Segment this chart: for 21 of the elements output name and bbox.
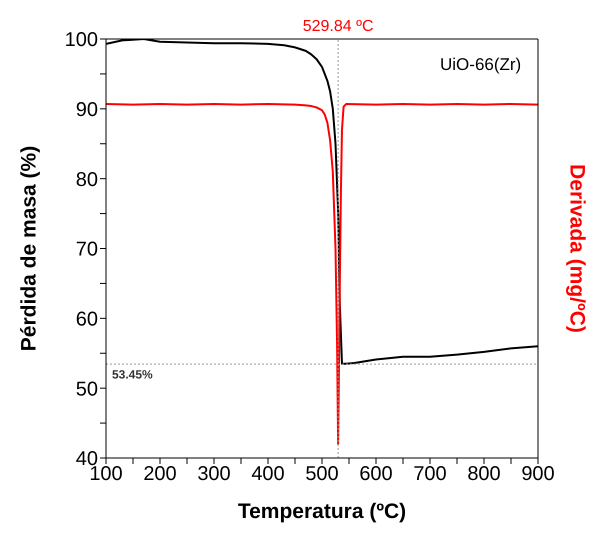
x-tick-label: 500 xyxy=(305,463,339,486)
x-tick-label: 800 xyxy=(467,463,501,486)
y-axis-title: Pérdida de masa (%) xyxy=(17,146,40,352)
x-tick-label: 900 xyxy=(521,463,555,486)
y-tick-label: 50 xyxy=(76,378,98,400)
y-tick-label: 100 xyxy=(64,29,98,52)
x-tick-label: 700 xyxy=(413,463,447,486)
x-tick-label: 600 xyxy=(359,463,393,486)
y2-axis-title: Derivada (mg/ºC) xyxy=(566,164,589,333)
x-axis-title: Temperatura (ºC) xyxy=(238,500,406,523)
annotation: UiO-66(Zr) xyxy=(440,55,522,75)
x-tick-label: 200 xyxy=(143,463,177,486)
y-tick-label: 80 xyxy=(76,168,98,191)
line-series xyxy=(106,102,538,446)
x-tick-label: 400 xyxy=(251,463,285,486)
ref-line-label: 529.84 ºC xyxy=(302,18,374,35)
ref-line-label: 53.45% xyxy=(112,368,154,382)
x-tick-label: 300 xyxy=(197,463,231,486)
y-tick-label: 60 xyxy=(76,308,98,330)
y-tick-label: 70 xyxy=(76,238,98,261)
y-tick-label: 90 xyxy=(76,98,98,121)
